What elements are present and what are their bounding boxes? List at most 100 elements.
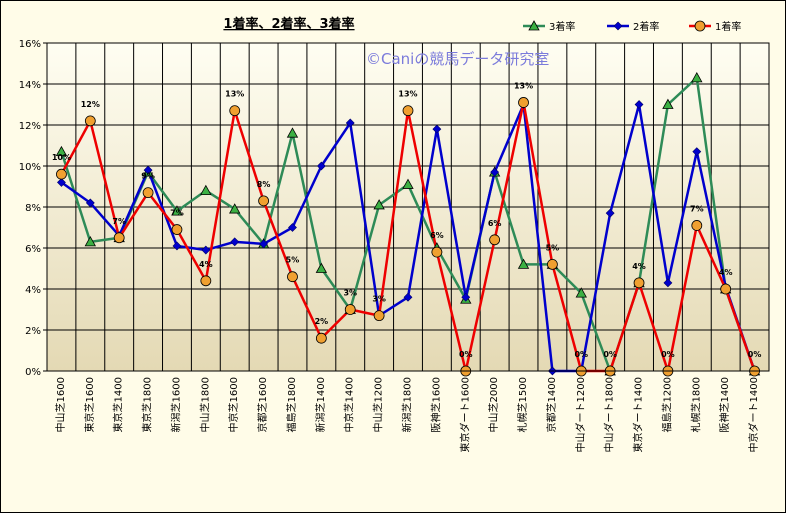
series-2nd-place-rate-point [201, 245, 211, 255]
data-label: 0% [748, 350, 762, 359]
series-1st-place-rate-point [489, 234, 501, 246]
series-2nd-place-rate-point [461, 292, 471, 302]
x-tick-label: 中山ダート1200 [574, 377, 587, 452]
x-tick-label: 新潟芝1800 [401, 377, 414, 432]
plot-border [46, 42, 770, 372]
x-tick-label: 中京芝1400 [343, 377, 356, 432]
series-3rd-place-rate-point [229, 203, 241, 214]
series-1st-place-rate-point [200, 275, 212, 287]
data-label: 2% [315, 317, 329, 326]
watermark-text: ©Caniの競馬データ研究室 [366, 50, 549, 68]
x-tick-label: 東京ダート1400 [632, 377, 645, 452]
legend-label: 2着率 [633, 20, 659, 33]
series-1st-place-rate-legend-marker [694, 20, 706, 32]
series-3rd-place-rate-point [55, 145, 68, 157]
data-label: 13% [514, 81, 533, 90]
series-1st-place-rate-point [287, 271, 298, 283]
series-1st-place-rate-point [547, 258, 558, 270]
series-1st-place-rate-point [344, 304, 356, 315]
data-label: 3% [372, 295, 386, 304]
series-1st-place-rate-point [142, 187, 154, 199]
x-tick-label: 中京芝1600 [227, 377, 240, 432]
x-tick-label: 新潟芝1600 [169, 377, 182, 432]
data-label: 4% [632, 262, 646, 271]
x-tick-label: 新潟芝1400 [314, 377, 327, 432]
series-3rd-place-rate-point [373, 199, 385, 210]
series-3rd-place-rate-point [517, 258, 530, 269]
data-label: 7% [112, 217, 126, 226]
x-tick-label: 中山芝1200 [372, 377, 385, 432]
series-2nd-place-rate-point [85, 198, 95, 208]
chart-title: 1着率、2着率、3着率 [223, 16, 354, 32]
data-label: 5% [286, 256, 300, 265]
x-tick-label: 札幌芝1500 [516, 377, 529, 432]
series-2nd-place-rate-point [288, 223, 297, 232]
y-tick-label: 8% [25, 203, 41, 214]
series-1st-place-rate-point [113, 232, 125, 244]
series-2nd-place-rate-point [172, 241, 182, 251]
x-tick-label: 京都芝1400 [545, 377, 558, 432]
y-tick-label: 12% [19, 121, 41, 132]
series-1st-place-rate-point [315, 332, 327, 344]
series-1st-place-rate-point [402, 105, 414, 117]
data-label: 5% [546, 243, 560, 252]
series-3rd-place-rate-legend-marker [528, 20, 540, 31]
data-label: 7% [170, 209, 184, 218]
y-tick-label: 14% [19, 80, 41, 91]
legend: 3着率 2着率 1着率 [523, 20, 741, 33]
series-2nd-place-rate-point [403, 292, 413, 302]
series-1st-place-rate-point [171, 224, 183, 235]
series-2nd-place-rate-point [316, 161, 326, 171]
x-tick-label: 阪神芝1600 [429, 377, 442, 432]
data-label: 6% [430, 231, 444, 240]
series-2nd-place-rate-legend-marker [613, 21, 623, 31]
series-1st-place-rate-point [56, 168, 67, 180]
series-2nd-place-rate-point [605, 208, 615, 218]
series-1st-place-rate-point [373, 310, 385, 322]
data-label: 0% [603, 350, 617, 359]
x-tick-label: 中山芝1800 [198, 377, 211, 432]
series-2nd-place-rate-point [345, 118, 355, 128]
data-label: 10% [52, 153, 71, 162]
series-3rd-place-rate-point [691, 72, 703, 83]
series-2nd-place-rate-point [259, 239, 269, 249]
series-1st-place-rate-point [229, 105, 241, 117]
series-2nd-place-rate-point [432, 124, 442, 134]
series-1st-place-rate-point [720, 283, 732, 295]
x-tick-label: 東京芝1800 [141, 377, 154, 432]
data-label: 0% [459, 350, 473, 359]
series-3rd-place-rate-point [171, 205, 183, 216]
x-tick-label: 中山芝1600 [54, 377, 67, 432]
data-label: 6% [488, 219, 502, 228]
x-tick-label: 京都芝1600 [256, 377, 269, 432]
data-label: 7% [690, 204, 704, 213]
series-1st-place-rate-point [633, 277, 645, 289]
data-label: 13% [398, 90, 417, 99]
series-3rd-place-rate-point [200, 184, 212, 196]
series-1st-place-rate-point [431, 246, 443, 258]
y-tick-label: 0% [25, 367, 41, 378]
data-label: 4% [719, 268, 733, 277]
series-1st-place-rate-point [258, 195, 270, 207]
y-tick-label: 2% [25, 326, 41, 337]
series-1st-place-rate-point [84, 115, 96, 127]
legend-label: 1着率 [715, 20, 741, 33]
series-2nd-place-rate-point [634, 100, 644, 109]
data-label: 13% [225, 90, 244, 99]
x-tick-label: 福島芝1800 [285, 377, 298, 432]
series-3rd-place-rate-point [286, 127, 299, 138]
data-label: 12% [81, 100, 100, 109]
series-1st-place-rate-point [691, 220, 703, 231]
x-tick-label: 中山芝2000 [487, 377, 500, 432]
y-tick-label: 4% [25, 285, 41, 296]
y-tick-label: 16% [19, 39, 41, 50]
series-3rd-place-rate-point [84, 236, 96, 247]
y-tick-label: 10% [19, 162, 41, 173]
x-tick-label: 福島芝1200 [660, 377, 673, 432]
x-tick-label: 中山ダート1800 [603, 377, 616, 452]
series-3rd-place-rate-point [402, 178, 414, 189]
series-2nd-place-rate-point [490, 167, 500, 177]
y-tick-label: 6% [25, 244, 41, 255]
